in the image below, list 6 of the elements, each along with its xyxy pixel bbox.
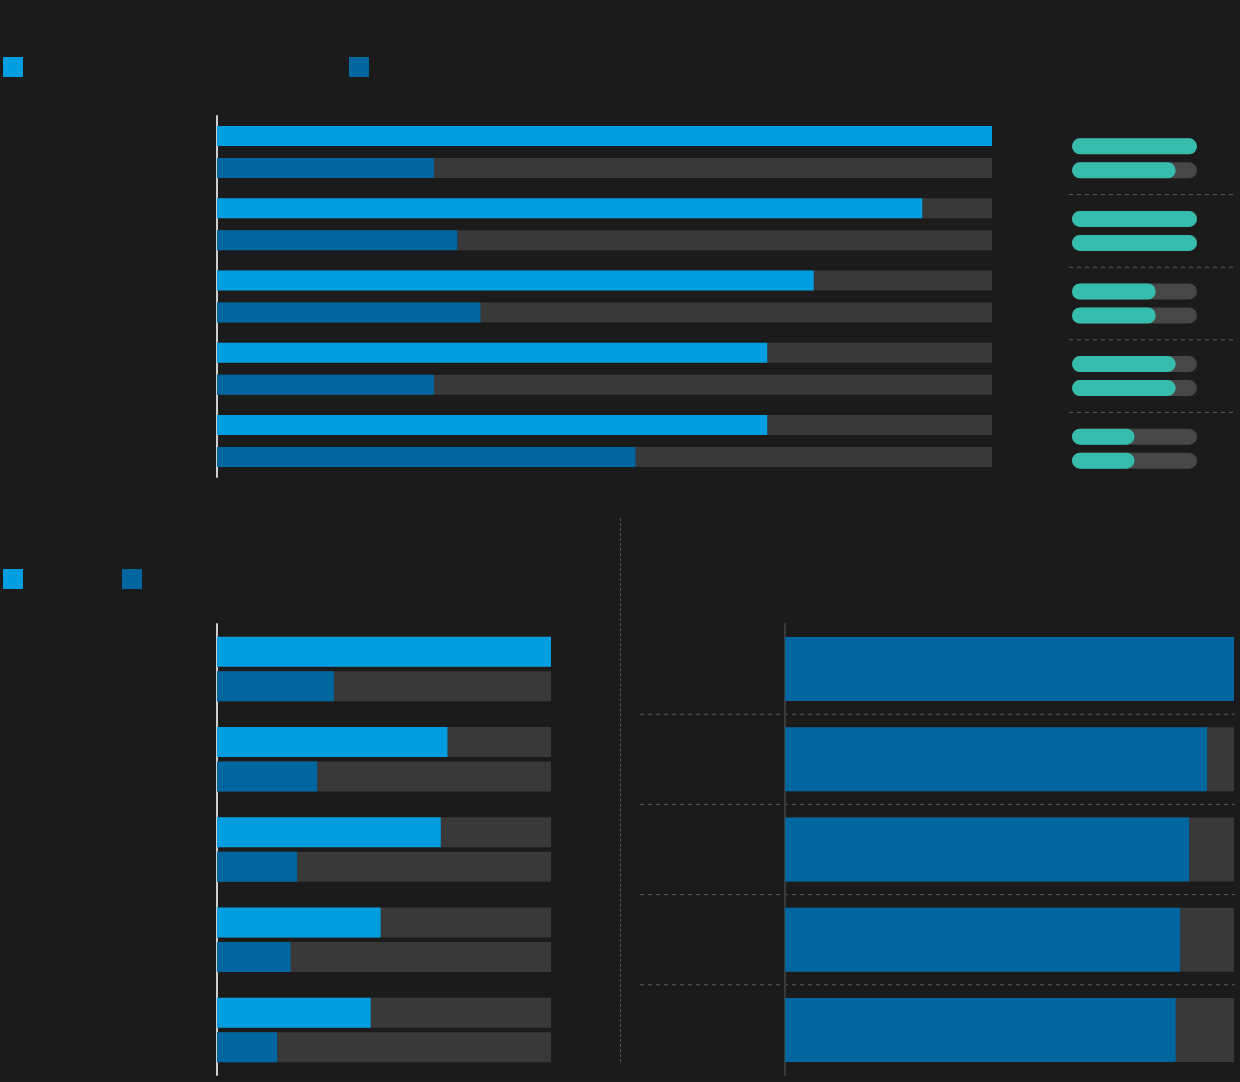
bar xyxy=(217,851,298,882)
bar xyxy=(217,230,458,251)
bar xyxy=(217,941,291,972)
bar xyxy=(217,374,434,395)
bar xyxy=(217,1032,278,1063)
bar xyxy=(217,761,318,792)
